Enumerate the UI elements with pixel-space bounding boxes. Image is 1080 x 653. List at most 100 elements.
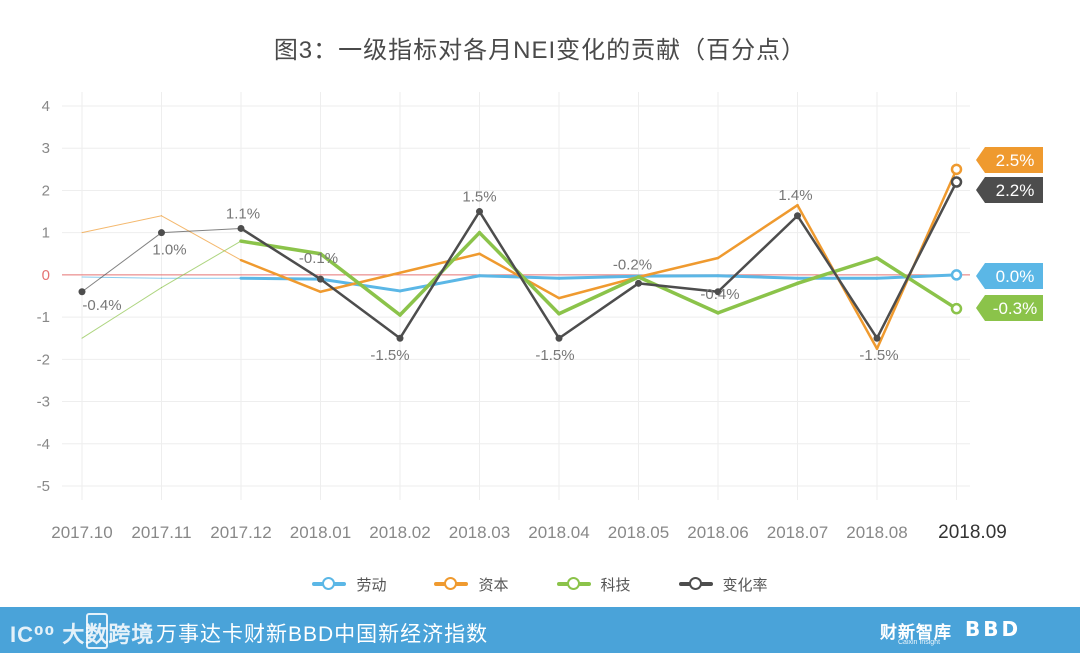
end-value-label: -0.3% (993, 299, 1037, 318)
series-segment (637, 282, 720, 294)
series-segment (557, 275, 640, 300)
data-label: -0.4% (700, 286, 739, 303)
data-point (555, 334, 563, 342)
data-point (794, 212, 801, 220)
data-label: -0.1% (299, 250, 338, 267)
series-segment (557, 275, 641, 316)
data-point (78, 288, 86, 296)
legend-item-capital[interactable]: 资本 (434, 574, 509, 595)
caixin-insight-sub: Caixin Insight (898, 639, 941, 646)
end-value-label: 2.5% (996, 151, 1035, 170)
series-segment (557, 274, 640, 280)
end-point-marker (950, 269, 963, 281)
x-tick-label: 2018.06 (687, 523, 748, 542)
series-segment (875, 273, 958, 280)
y-tick-label: -3 (37, 394, 50, 411)
series-segment (795, 256, 879, 286)
x-tick-label: 2018.07 (767, 523, 828, 542)
data-label: 1.4% (778, 187, 812, 204)
y-tick-label: -4 (37, 436, 50, 453)
chart-plot: 4 3 2 1 0 -1 -2 -3 -4 -5 2017.10 2017.11 2017.12 2018… (37, 92, 1043, 543)
chart-title: 图3：一级指标对各月NEI变化的贡献（百分点） (273, 37, 807, 64)
end-value-label: 2.2% (996, 181, 1035, 200)
end-value-tag (976, 147, 1043, 173)
end-value-tag (976, 295, 1043, 321)
series-segment (239, 239, 323, 256)
series-segment (239, 258, 322, 294)
x-tick-label: 2018.04 (528, 523, 589, 542)
series-segment (239, 227, 322, 281)
y-tick-label: -1 (37, 309, 50, 326)
data-label: -0.4% (82, 297, 121, 314)
y-tick-label: 3 (42, 140, 50, 157)
y-tick-label: 2 (42, 182, 50, 199)
end-point-marker (950, 302, 963, 315)
series-segment (637, 256, 720, 279)
legend-label: 资本 (478, 576, 509, 594)
y-tick-label: 1 (42, 225, 50, 242)
x-tick-label: 2017.10 (51, 523, 112, 542)
data-label: 1.0% (152, 242, 186, 259)
footer-banner: IC⁰⁰ 大数跨境 万事达卡财新BBD中国新经济指数 财新智库 Caixin I… (0, 607, 1080, 653)
phone-icon (86, 613, 108, 649)
x-tick-label: 2018.02 (369, 523, 430, 542)
legend-swatch-icon (678, 577, 713, 591)
bbd-logo: BBD (965, 617, 1022, 641)
series-segment (716, 274, 799, 280)
end-point-marker (950, 163, 963, 176)
end-value-label: 0.0% (996, 267, 1035, 286)
data-point (714, 288, 722, 296)
legend-swatch-icon (312, 577, 347, 591)
footer-title: 万事达卡财新BBD中国新经济指数 (156, 623, 489, 646)
legend-label: 劳动 (356, 576, 387, 594)
legend-swatch-icon (556, 577, 591, 591)
caixin-insight-logo: 财新智库 (880, 623, 952, 642)
x-tick-label: 2017.11 (131, 523, 191, 542)
data-label: 1.1% (226, 205, 260, 222)
y-tick-label: 4 (42, 98, 50, 115)
data-point (237, 224, 245, 232)
series-segment (716, 214, 799, 294)
y-tick-label: -5 (37, 478, 50, 495)
series-segment (81, 287, 162, 339)
data-point (317, 275, 324, 283)
x-tick-label: 2018.05 (608, 523, 669, 542)
legend-dot (566, 577, 580, 590)
x-tick-label: 2018.01 (290, 523, 351, 542)
legend-item-technology[interactable]: 科技 (556, 574, 631, 595)
legend-dot (444, 577, 458, 590)
legend-label: 科技 (600, 576, 631, 594)
series-segment (796, 214, 879, 340)
series-segment (318, 252, 402, 317)
series-segment (81, 215, 162, 234)
legend-item-change-rate[interactable]: 变化率 (678, 574, 768, 595)
series-segment (81, 276, 162, 279)
series-segment (398, 252, 481, 275)
legend-dot (688, 577, 702, 590)
y-tick-label: 0 (42, 267, 50, 284)
data-point (635, 279, 642, 287)
series-segment (319, 277, 402, 340)
end-point-marker (950, 176, 963, 188)
end-value-tag (976, 263, 1043, 289)
series-segment (398, 210, 481, 340)
legend-label: 变化率 (722, 576, 768, 594)
y-tick-label: -2 (37, 351, 50, 368)
data-label: -0.2% (613, 256, 652, 273)
chart: 图3：一级指标对各月NEI变化的贡献（百分点） 4 3 2 1 0 -1 -2 -3 -4 -5 2… (37, 37, 1043, 595)
series-segment (398, 274, 481, 293)
end-value-tag (976, 177, 1043, 203)
data-point (873, 334, 881, 342)
data-point (476, 208, 483, 216)
footer-logo: IC⁰⁰ 大数跨境 (10, 622, 155, 647)
series-segment (716, 203, 799, 260)
x-tick-label: 2018.09 (938, 522, 1007, 543)
series-segment (636, 275, 720, 315)
legend-dot (322, 577, 336, 590)
x-tick-label: 2017.12 (210, 523, 271, 542)
legend-item-labor[interactable]: 劳动 (312, 574, 386, 595)
series-segment (875, 256, 959, 311)
series-segment (81, 232, 162, 293)
data-label: -1.5% (535, 347, 574, 364)
series-segment (875, 180, 958, 340)
